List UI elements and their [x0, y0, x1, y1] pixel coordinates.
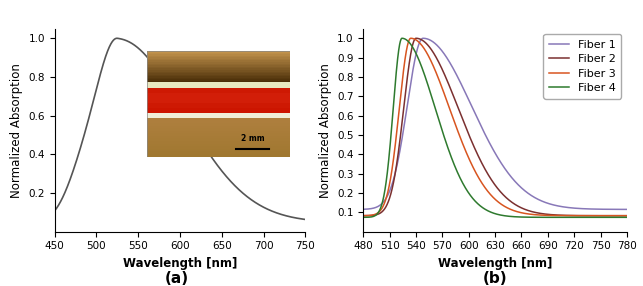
- Fiber 2: [576, 214, 584, 217]
- Fiber 4: [460, 184, 468, 187]
- Fiber 1: [359, 208, 367, 211]
- Fiber 1: [531, 196, 539, 199]
- Fiber 2: [556, 213, 564, 217]
- Fiber 1: [623, 208, 631, 211]
- Line: Fiber 4: Fiber 4: [363, 38, 627, 217]
- Text: (a): (a): [165, 271, 189, 286]
- Text: (b): (b): [483, 271, 507, 286]
- Fiber 1: [556, 204, 564, 208]
- X-axis label: Wavelength [nm]: Wavelength [nm]: [438, 257, 552, 270]
- Fiber 2: [460, 121, 468, 125]
- Fiber 3: [576, 214, 584, 217]
- Fiber 4: [518, 215, 525, 219]
- X-axis label: Wavelength [nm]: Wavelength [nm]: [123, 257, 237, 270]
- Fiber 1: [419, 37, 427, 40]
- Fiber 3: [623, 214, 631, 217]
- Fiber 2: [359, 214, 367, 217]
- Fiber 3: [407, 37, 415, 40]
- Line: Fiber 1: Fiber 1: [363, 38, 627, 209]
- Fiber 4: [408, 43, 415, 47]
- Fiber 4: [359, 216, 367, 219]
- Y-axis label: Normalized Absorption: Normalized Absorption: [318, 63, 332, 198]
- Legend: Fiber 1, Fiber 2, Fiber 3, Fiber 4: Fiber 1, Fiber 2, Fiber 3, Fiber 4: [543, 34, 621, 99]
- Fiber 1: [460, 88, 468, 92]
- Fiber 4: [623, 216, 631, 219]
- Line: Fiber 3: Fiber 3: [363, 38, 627, 216]
- Fiber 4: [398, 37, 406, 40]
- Fiber 2: [407, 50, 415, 53]
- Fiber 1: [576, 207, 584, 210]
- Fiber 3: [359, 214, 367, 217]
- Line: Fiber 2: Fiber 2: [363, 38, 627, 216]
- Fiber 1: [407, 79, 415, 82]
- Fiber 4: [576, 216, 584, 219]
- Fiber 3: [460, 145, 468, 149]
- Fiber 2: [623, 214, 631, 217]
- Fiber 4: [531, 216, 539, 219]
- Fiber 3: [556, 214, 564, 217]
- Y-axis label: Normalized Absorption: Normalized Absorption: [10, 63, 23, 198]
- Fiber 4: [556, 216, 564, 219]
- Fiber 2: [518, 206, 525, 210]
- Fiber 1: [518, 186, 525, 190]
- Fiber 3: [408, 37, 415, 40]
- Fiber 2: [531, 210, 539, 214]
- Fiber 2: [412, 37, 420, 40]
- Fiber 3: [531, 213, 539, 217]
- Fiber 3: [518, 211, 525, 214]
